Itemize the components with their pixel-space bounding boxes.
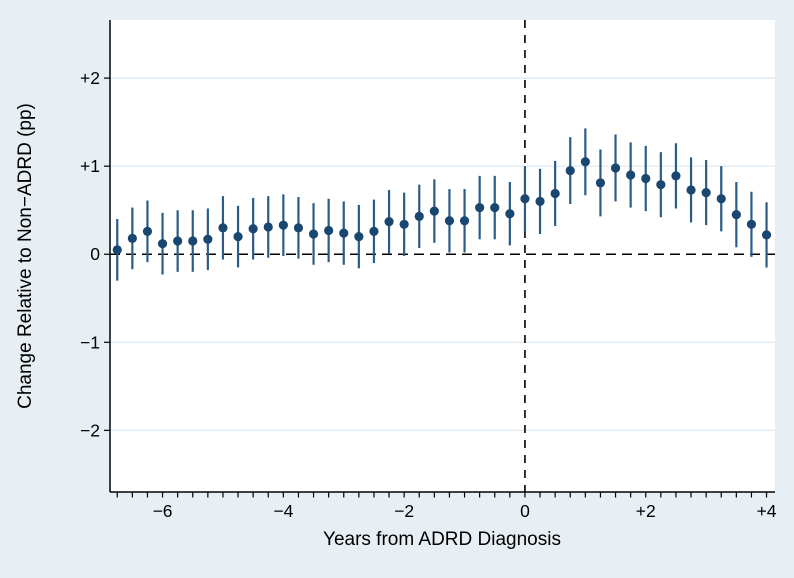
data-point — [414, 211, 424, 221]
data-point — [293, 223, 304, 233]
x-tick-label: +4 — [757, 501, 777, 521]
data-point — [550, 188, 560, 199]
data-point — [716, 194, 726, 204]
data-point — [610, 163, 621, 173]
data-point — [278, 220, 288, 230]
x-tick-label: −2 — [394, 501, 414, 521]
data-points — [112, 157, 772, 255]
x-tick-label: 0 — [520, 501, 530, 521]
data-point — [203, 234, 213, 244]
data-point — [595, 178, 606, 188]
y-tick-label: −1 — [80, 332, 100, 352]
data-point — [535, 196, 545, 207]
data-point — [444, 216, 455, 226]
data-point — [490, 202, 500, 213]
y-tick-label: −2 — [80, 420, 100, 440]
y-tick-label: +1 — [80, 156, 100, 176]
data-point — [731, 210, 741, 220]
data-point — [399, 219, 409, 229]
data-point — [429, 206, 439, 216]
data-point — [308, 229, 319, 239]
data-point — [565, 165, 575, 176]
data-point — [475, 202, 485, 213]
data-point — [248, 224, 258, 234]
data-point — [505, 209, 515, 219]
data-point — [112, 245, 122, 255]
data-point — [369, 226, 379, 236]
data-point — [701, 187, 711, 198]
data-point — [233, 232, 243, 242]
data-point — [157, 239, 168, 249]
x-axis: −6 −4 −2 0 +2 +4 — [116, 492, 777, 521]
x-tick-label: +2 — [636, 501, 656, 521]
plot-area — [110, 20, 775, 492]
x-axis-title: Years from ADRD Diagnosis — [323, 529, 561, 550]
data-point — [520, 194, 530, 204]
data-point — [339, 228, 349, 238]
data-point — [746, 219, 757, 229]
data-point — [188, 236, 198, 246]
data-point — [354, 232, 364, 242]
data-point — [686, 185, 696, 195]
data-point — [173, 236, 183, 246]
y-tick-label: +2 — [80, 68, 100, 88]
data-point — [626, 170, 636, 180]
data-point — [656, 180, 666, 190]
data-point — [324, 225, 334, 236]
data-point — [580, 157, 590, 167]
data-point — [761, 230, 772, 240]
data-point — [459, 216, 470, 226]
data-point — [142, 226, 153, 236]
data-point — [671, 171, 681, 181]
data-point — [263, 222, 273, 232]
data-point — [641, 173, 651, 184]
x-tick-label: −6 — [153, 501, 173, 521]
data-point — [384, 217, 394, 227]
data-point — [127, 233, 137, 243]
gridlines — [110, 77, 775, 432]
x-tick-label: −4 — [273, 501, 293, 521]
y-tick-label: 0 — [90, 244, 100, 264]
reference-lines — [110, 20, 775, 492]
y-axis-title: Change Relative to Non−ADRD (pp) — [15, 103, 36, 409]
y-axis: −2 −1 0 +1 +2 — [80, 68, 110, 440]
data-point — [218, 223, 228, 233]
